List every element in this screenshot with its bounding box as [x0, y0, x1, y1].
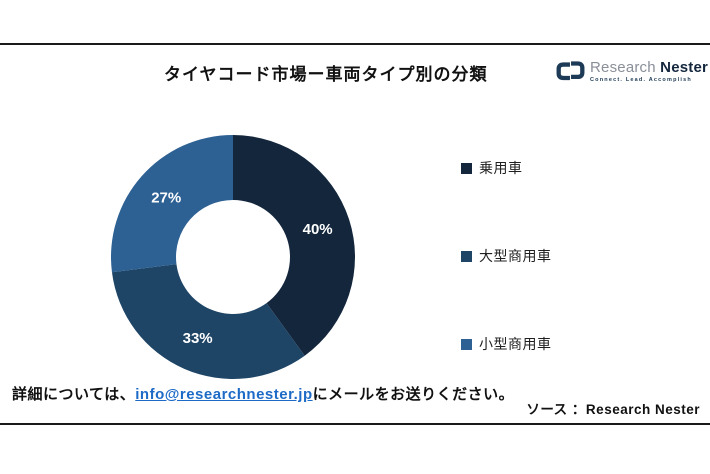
- donut-slice-乗用車: [233, 135, 355, 356]
- chart-title: タイヤコード市場ー車両タイプ別の分類: [164, 65, 488, 84]
- legend-swatch: [461, 338, 472, 350]
- chart-legend: 乗用車大型商用車小型商用車: [461, 158, 552, 354]
- legend-label: 乗用車: [479, 160, 523, 176]
- legend-swatch: [461, 250, 472, 262]
- slice-value-label: 40%: [303, 221, 333, 238]
- logo-text: Research Nester Connect. Lead. Accomplis…: [590, 60, 708, 84]
- logo-brand-name: Research Nester: [590, 59, 709, 76]
- source-attribution: ソース ：Research Nester: [526, 402, 700, 417]
- donut-slice-小型商用車: [111, 135, 233, 273]
- contact-note: 詳細については、info@researchnester.jpにメールをお送りくだ…: [12, 383, 514, 404]
- legend-item-乗用車: 乗用車: [461, 158, 552, 178]
- slice-value-label: 33%: [183, 330, 213, 347]
- legend-item-小型商用車: 小型商用車: [461, 334, 552, 354]
- legend-label: 大型商用車: [479, 248, 552, 264]
- bottom-divider: [0, 423, 710, 425]
- contact-prefix: 詳細については、: [12, 386, 136, 403]
- logo-tagline: Connect. Lead. Accomplish: [590, 77, 692, 83]
- legend-label: 小型商用車: [479, 336, 552, 352]
- donut-slice-大型商用車: [111, 264, 305, 379]
- donut-chart: 40% 33% 27%: [111, 135, 355, 379]
- contact-email-link[interactable]: info@researchnester.jp: [135, 386, 313, 403]
- legend-swatch: [461, 162, 472, 174]
- top-divider: [0, 43, 710, 45]
- legend-item-大型商用車: 大型商用車: [461, 246, 552, 266]
- slice-value-label: 27%: [151, 190, 181, 207]
- research-nester-logo-icon: [556, 61, 585, 81]
- contact-suffix: にメールをお送りください。: [312, 386, 515, 403]
- brand-logo: Research Nester Connect. Lead. Accomplis…: [556, 60, 708, 84]
